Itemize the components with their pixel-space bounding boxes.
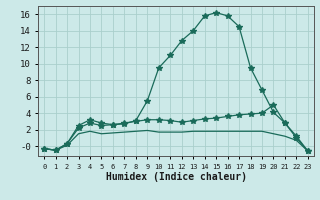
X-axis label: Humidex (Indice chaleur): Humidex (Indice chaleur) [106,172,246,182]
